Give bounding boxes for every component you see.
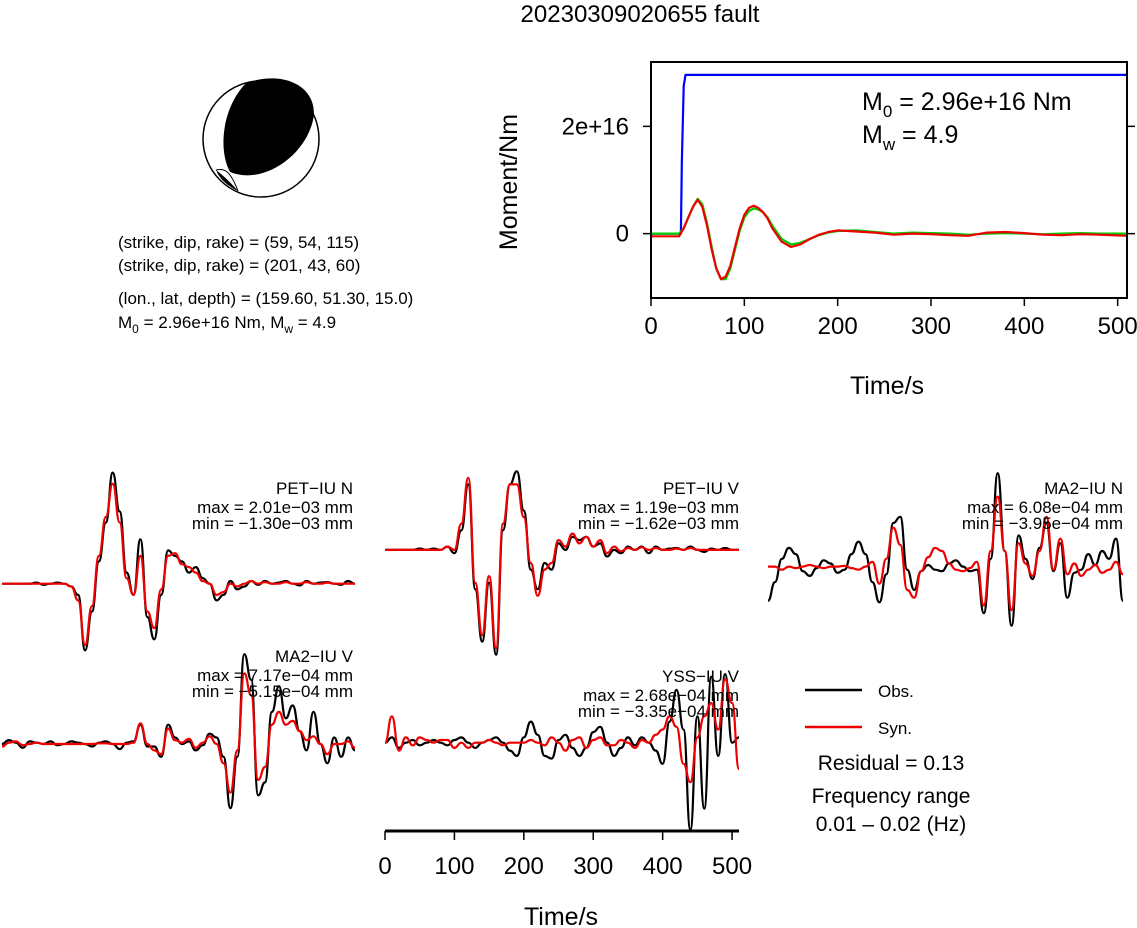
synthetic-trace <box>2 482 355 647</box>
waveform-xtick-label: 0 <box>378 853 391 880</box>
station-label: PET−IU V <box>663 479 740 498</box>
moment-ylabel: Moment/Nm <box>495 114 523 250</box>
moment-ytick-label: 0 <box>616 221 629 248</box>
max-amplitude: max = 7.17e−04 mm <box>197 666 353 685</box>
beachball-compression-quadrant-small <box>216 170 238 191</box>
moment-xtick-label: 400 <box>1004 313 1044 340</box>
legend-syn-label: Syn. <box>878 719 912 738</box>
legend: Obs. Syn. Residual = 0.13 Frequency rang… <box>805 682 970 836</box>
moment-magnitude-line: M0 = 2.96e+16 Nm, Mw = 4.9 <box>118 313 336 336</box>
moment-annotation-m0: M0 = 2.96e+16 Nm <box>862 88 1072 121</box>
moment-ytick-label: 2e+16 <box>562 113 629 140</box>
max-amplitude: max = 1.19e−03 mm <box>583 498 739 517</box>
min-amplitude: min = −3.35e−04 mm <box>578 702 739 721</box>
moment-xtick-label: 100 <box>724 313 764 340</box>
moment-xtick-label: 300 <box>911 313 951 340</box>
mw-value: = 4.9 <box>293 313 336 332</box>
min-amplitude: min = −3.95e−04 mm <box>962 514 1123 533</box>
beachball-compression-quadrant <box>223 78 314 176</box>
frequency-range-title: Frequency range <box>812 785 971 808</box>
m0-subscript: 0 <box>132 322 139 336</box>
synthetic-trace <box>384 476 739 650</box>
mw-subscript: w <box>882 135 896 154</box>
hypocenter: (lon., lat, depth) = (159.60, 51.30, 15.… <box>118 289 413 308</box>
moment-series-1 <box>651 197 1127 281</box>
m0-value: = 2.96e+16 Nm <box>892 88 1071 116</box>
moment-xtick-label: 500 <box>1098 313 1137 340</box>
moment-series-2 <box>651 198 1128 281</box>
synthetic-trace <box>383 678 741 784</box>
waveform-xtick-label: 500 <box>712 853 752 880</box>
nodal-plane-1: (strike, dip, rake) = (59, 54, 115) <box>118 233 359 252</box>
moment-xlabel: Time/s <box>850 372 924 400</box>
m0-value: = 2.96e+16 Nm, M <box>139 313 285 332</box>
nodal-plane-2: (strike, dip, rake) = (201, 43, 60) <box>118 256 360 275</box>
m0-subscript: 0 <box>883 102 892 121</box>
station-label: MA2−IU N <box>1044 479 1123 498</box>
legend-obs-label: Obs. <box>878 682 914 701</box>
mechanism-info: (strike, dip, rake) = (59, 54, 115) (str… <box>118 233 413 336</box>
max-amplitude: max = 6.08e−04 mm <box>967 498 1123 517</box>
moment-xtick-label: 0 <box>644 313 657 340</box>
figure-title: 20230309020655 fault <box>521 1 760 28</box>
min-amplitude: min = −1.62e−03 mm <box>578 514 739 533</box>
synthetic-trace <box>768 495 1124 612</box>
waveform-xtick-label: 100 <box>434 853 474 880</box>
station-label: MA2−IU V <box>275 647 354 666</box>
waveform-xtick-label: 200 <box>504 853 544 880</box>
waveform-xtick-label: 400 <box>643 853 683 880</box>
moment-rate-panel: 0 100 200 300 400 500 0 2e+16 Time/s Moment/Nm M0 … <box>495 61 1137 400</box>
max-amplitude: max = 2.01e−03 mm <box>197 498 353 517</box>
synthetic-trace <box>1 672 356 794</box>
moment-plot-frame <box>650 61 1128 299</box>
mw-subscript: w <box>283 322 293 336</box>
mw-symbol: M <box>862 121 883 149</box>
observed-trace <box>384 672 740 831</box>
waveform-xlabel: Time/s <box>524 903 598 928</box>
mw-value: = 4.9 <box>895 121 958 149</box>
moment-annotation-mw: Mw = 4.9 <box>862 121 958 154</box>
m0-symbol: M <box>862 88 883 116</box>
beachball <box>202 78 320 198</box>
min-amplitude: min = −5.15e−04 mm <box>192 682 353 701</box>
station-label: PET−IU N <box>276 479 353 498</box>
min-amplitude: min = −1.30e−03 mm <box>192 514 353 533</box>
moment-xtick-label: 200 <box>818 313 858 340</box>
station-label: YSS−IU V <box>662 667 740 686</box>
max-amplitude: max = 2.68e−04 mm <box>583 686 739 705</box>
frequency-range-value: 0.01 – 0.02 (Hz) <box>816 813 967 836</box>
m0-symbol: M <box>118 313 132 332</box>
waveform-xtick-label: 300 <box>573 853 613 880</box>
residual-text: Residual = 0.13 <box>818 752 965 775</box>
